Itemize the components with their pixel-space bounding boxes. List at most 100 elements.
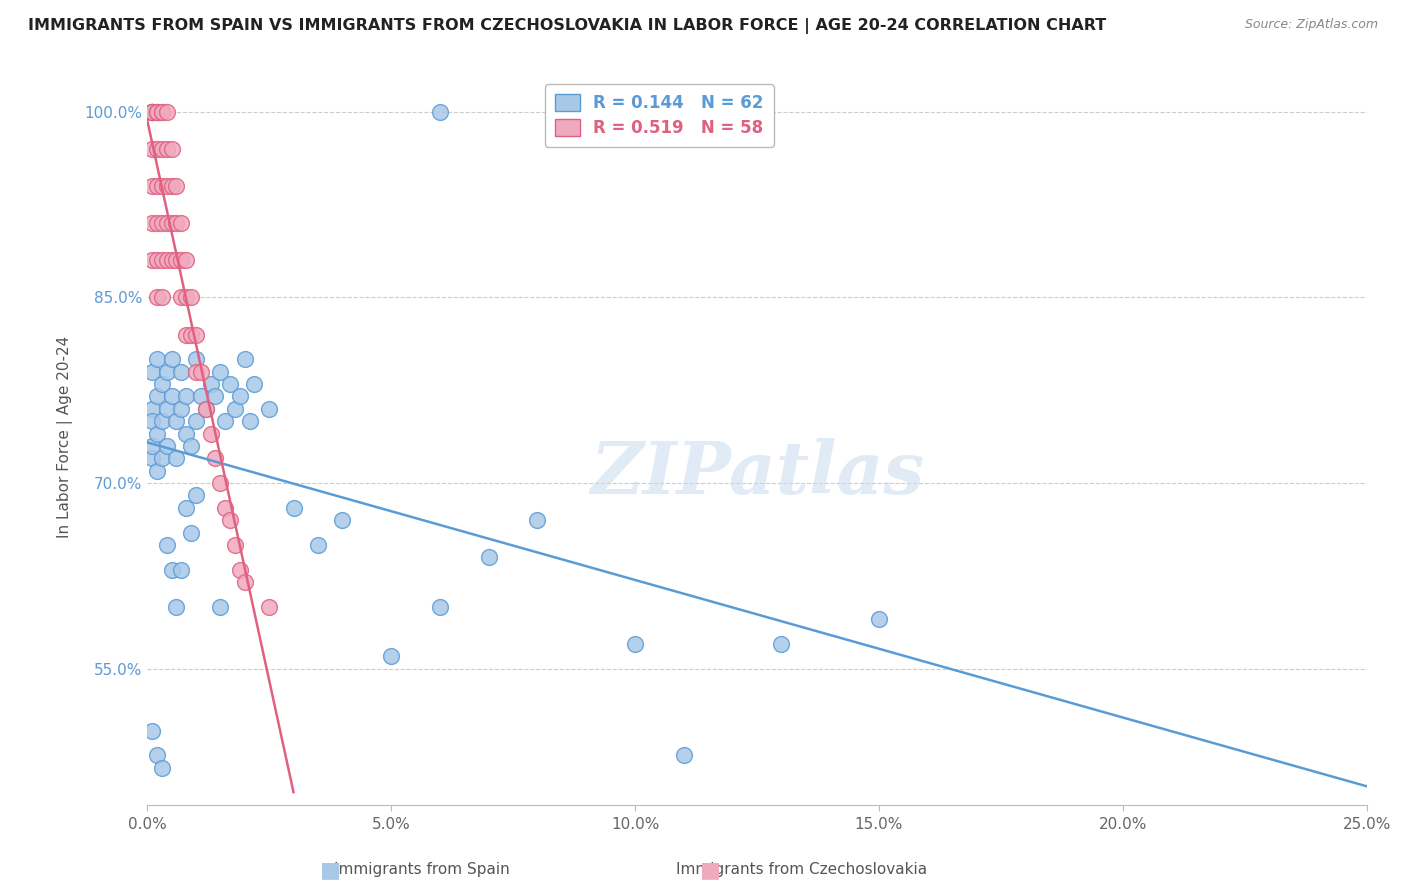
Point	[156, 538, 179, 552]
Point	[150, 104, 173, 119]
Point	[165, 414, 187, 428]
Point	[165, 451, 187, 466]
Point	[233, 575, 256, 590]
Point	[160, 142, 183, 156]
Point	[156, 142, 179, 156]
Point	[150, 761, 173, 775]
Point	[146, 142, 169, 156]
Point	[672, 748, 695, 763]
Point	[146, 179, 169, 194]
Point	[156, 104, 179, 119]
Point	[146, 426, 169, 441]
Point	[229, 389, 252, 403]
Point	[194, 401, 217, 416]
Point	[209, 365, 232, 379]
Point	[141, 179, 163, 194]
Point	[170, 216, 193, 230]
Point	[150, 290, 173, 304]
Text: ZIPatlas: ZIPatlas	[591, 438, 924, 509]
Point	[141, 104, 163, 119]
Point	[156, 179, 179, 194]
Point	[200, 377, 222, 392]
Point	[214, 500, 236, 515]
Point	[156, 439, 179, 453]
Point	[209, 476, 232, 491]
Point	[146, 389, 169, 403]
Point	[429, 104, 451, 119]
Text: Immigrants from Czechoslovakia: Immigrants from Czechoslovakia	[676, 863, 927, 877]
Text: Immigrants from Spain: Immigrants from Spain	[335, 863, 510, 877]
Point	[174, 327, 197, 342]
Point	[165, 599, 187, 614]
Point	[624, 637, 647, 651]
Text: IMMIGRANTS FROM SPAIN VS IMMIGRANTS FROM CZECHOSLOVAKIA IN LABOR FORCE | AGE 20-: IMMIGRANTS FROM SPAIN VS IMMIGRANTS FROM…	[28, 18, 1107, 34]
Y-axis label: In Labor Force | Age 20-24: In Labor Force | Age 20-24	[58, 335, 73, 538]
Point	[194, 401, 217, 416]
Point	[184, 488, 207, 502]
Point	[190, 365, 212, 379]
Point	[224, 401, 246, 416]
Point	[146, 104, 169, 119]
Point	[150, 377, 173, 392]
Point	[141, 414, 163, 428]
Point	[174, 290, 197, 304]
Point	[165, 253, 187, 268]
Point	[243, 377, 266, 392]
Point	[141, 253, 163, 268]
Point	[146, 104, 169, 119]
Point	[146, 290, 169, 304]
Point	[478, 550, 501, 565]
Point	[141, 142, 163, 156]
Point	[141, 104, 163, 119]
Point	[190, 389, 212, 403]
Point	[160, 352, 183, 367]
Point	[165, 216, 187, 230]
Point	[150, 104, 173, 119]
Point	[184, 365, 207, 379]
Point	[146, 253, 169, 268]
Point	[219, 513, 242, 527]
Point	[150, 142, 173, 156]
Point	[146, 216, 169, 230]
Point	[214, 414, 236, 428]
Point	[141, 401, 163, 416]
Point	[174, 389, 197, 403]
Point	[160, 179, 183, 194]
Point	[204, 451, 226, 466]
Point	[150, 179, 173, 194]
Point	[204, 389, 226, 403]
Point	[170, 365, 193, 379]
Point	[868, 612, 890, 626]
Point	[200, 426, 222, 441]
Point	[156, 216, 179, 230]
Point	[239, 414, 262, 428]
Point	[160, 216, 183, 230]
Point	[257, 401, 280, 416]
Point	[150, 216, 173, 230]
Point	[141, 723, 163, 738]
Point	[156, 401, 179, 416]
Point	[146, 352, 169, 367]
Point	[141, 451, 163, 466]
Legend: R = 0.144   N = 62, R = 0.519   N = 58: R = 0.144 N = 62, R = 0.519 N = 58	[546, 84, 773, 147]
Point	[429, 599, 451, 614]
Point	[330, 513, 353, 527]
Point	[146, 748, 169, 763]
Point	[160, 253, 183, 268]
Point	[141, 104, 163, 119]
Point	[219, 377, 242, 392]
Point	[174, 500, 197, 515]
Point	[283, 500, 305, 515]
Point	[156, 253, 179, 268]
Point	[180, 327, 202, 342]
Point	[224, 538, 246, 552]
Point	[160, 389, 183, 403]
Point	[209, 599, 232, 614]
Point	[233, 352, 256, 367]
Text: Source: ZipAtlas.com: Source: ZipAtlas.com	[1244, 18, 1378, 31]
Point	[141, 104, 163, 119]
Point	[170, 563, 193, 577]
Point	[141, 439, 163, 453]
Point	[146, 104, 169, 119]
Point	[180, 439, 202, 453]
